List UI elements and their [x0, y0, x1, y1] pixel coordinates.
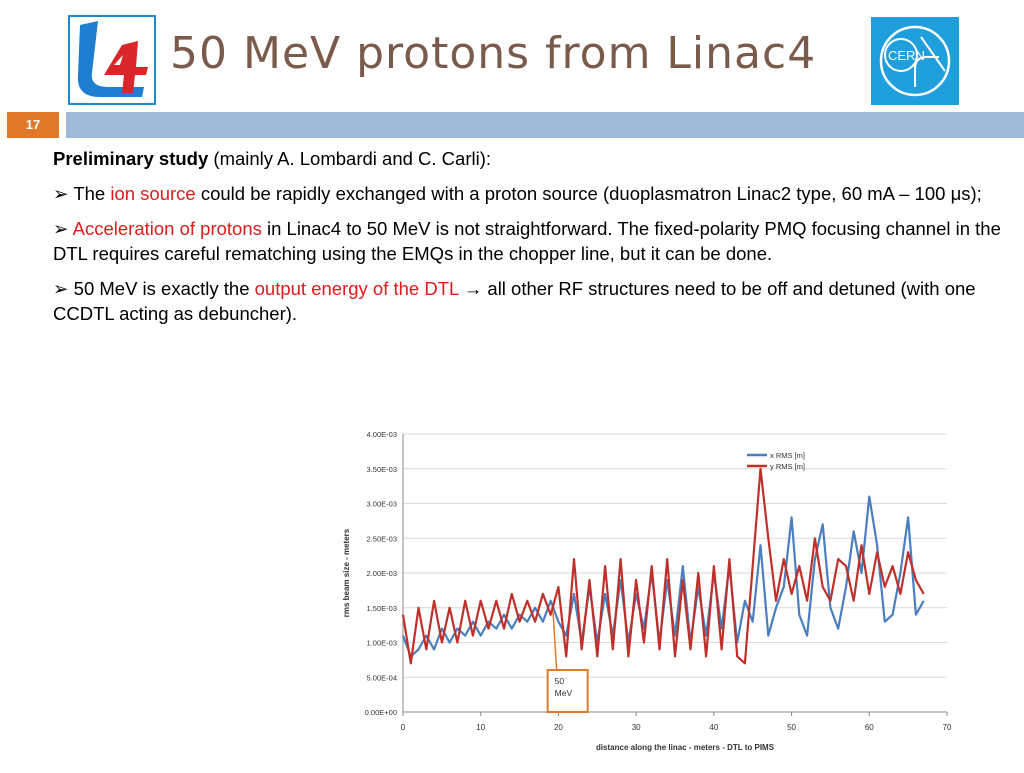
bullet-arrow-icon: ➢: [53, 183, 69, 204]
y-tick-label: 3.00E-03: [367, 500, 397, 509]
bullet-3-text-a: 50 MeV is exactly the: [68, 278, 255, 299]
y-tick-label: 2.50E-03: [367, 534, 397, 543]
series-line-x-rms: [401, 495, 925, 658]
y-tick-label: 4.00E-03: [367, 430, 397, 439]
heading-bold: Preliminary study: [53, 148, 209, 169]
cern-logo: CERN: [871, 17, 959, 105]
bullet-2: ➢ Acceleration of protons in Linac4 to 5…: [53, 216, 1003, 266]
bullet-3: ➢ 50 MeV is exactly the output energy of…: [53, 276, 1003, 326]
bullet-1: ➢ The ion source could be rapidly exchan…: [53, 181, 1003, 206]
annotation-connector: [552, 611, 558, 671]
beam-size-chart: 0.00E+00 5.00E-04 1.00E-03 1.50E-03 2.00E-03…: [335, 422, 975, 768]
heading: Preliminary study (mainly A. Lombardi an…: [53, 146, 1003, 171]
chart-svg: 0.00E+00 5.00E-04 1.00E-03 1.50E-03 2.00E-03…: [342, 430, 952, 752]
slide-number: 17: [7, 112, 59, 138]
bullet-3-highlight: output energy of the DTL: [254, 278, 459, 299]
y-tick-label: 5.00E-04: [367, 673, 397, 682]
legend-entry: x RMS [m]: [770, 451, 805, 460]
y-tick-label: 2.00E-03: [367, 569, 397, 578]
annotation-text: 50: [555, 676, 565, 686]
header-bar: [66, 112, 1024, 138]
bullet-3-text-b: → all other RF structures need to be off…: [53, 278, 976, 324]
y-tick-label: 3.50E-03: [367, 465, 397, 474]
y-tick-label: 1.50E-03: [367, 604, 397, 613]
bullet-2-highlight: Acceleration of protons: [72, 218, 262, 239]
slide-body: Preliminary study (mainly A. Lombardi an…: [53, 146, 1003, 336]
bullet-1-highlight: ion source: [110, 183, 196, 204]
svg-text:L4: L4: [112, 100, 115, 102]
bullet-arrow-icon: ➢: [53, 278, 69, 299]
annotation-box: [546, 669, 589, 713]
x-tick-label: 50: [787, 723, 796, 732]
series-line-y-rms: [401, 467, 925, 665]
x-tick-label: 30: [632, 723, 641, 732]
y-tick-label: 0.00E+00: [365, 708, 397, 717]
x-tick-label: 20: [554, 723, 563, 732]
bullet-2-text-b: in Linac4 to 50 MeV is not straightforwa…: [53, 218, 1001, 264]
x-tick-label: 70: [943, 723, 952, 732]
x-tick-label: 0: [401, 723, 406, 732]
page-title: 50 MeV protons from Linac4: [170, 28, 817, 79]
heading-rest: (mainly A. Lombardi and C. Carli):: [208, 148, 492, 169]
linac4-logo: L4: [68, 15, 156, 105]
bullet-arrow-icon: ➢: [53, 218, 69, 239]
x-axis-label: distance along the linac - meters - DTL …: [596, 743, 775, 752]
bullet-1-text-a: The: [68, 183, 111, 204]
legend-entry: y RMS [m]: [770, 462, 805, 471]
y-tick-label: 1.00E-03: [367, 639, 397, 648]
x-tick-label: 10: [476, 723, 485, 732]
x-tick-label: 40: [709, 723, 718, 732]
annotation-text: MeV: [555, 688, 573, 698]
y-axis-label: rms beam size - meters: [342, 528, 351, 617]
cern-logo-text: CERN: [888, 48, 925, 63]
x-tick-label: 60: [865, 723, 874, 732]
bullet-1-text-b: could be rapidly exchanged with a proton…: [195, 183, 982, 204]
